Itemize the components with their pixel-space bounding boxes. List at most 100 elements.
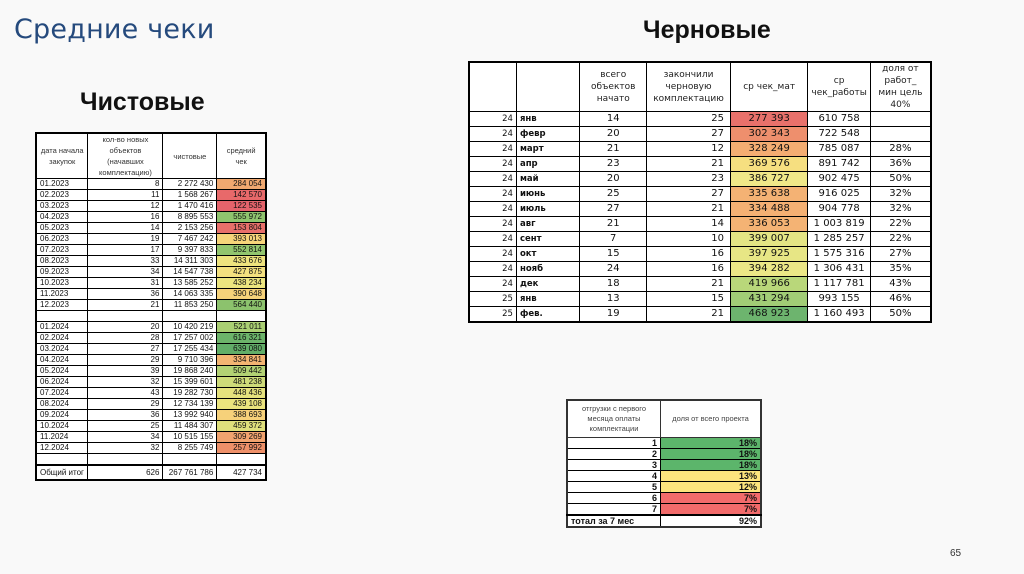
avg-work-cell: 610 758 <box>807 111 871 127</box>
date-cell: 11.2023 <box>35 288 89 300</box>
month-cell: февр <box>515 126 581 142</box>
table-row: 07.2023 17 9 397 833 552 814 <box>35 244 267 256</box>
started-cell: 21 <box>579 216 648 232</box>
table-row: 24 апр 23 21 369 576 891 742 36% <box>468 156 932 172</box>
year-cell: 25 <box>468 306 517 323</box>
date-cell <box>35 310 89 322</box>
started-cell: 23 <box>579 156 648 172</box>
table-row: 24 июль 27 21 334 488 904 778 32% <box>468 201 932 217</box>
started-cell: 14 <box>579 111 648 127</box>
table-row: 04.2024 29 9 710 396 334 841 <box>35 354 267 366</box>
total-cell: 15 399 601 <box>162 376 218 388</box>
table-row: 01.2023 8 2 272 430 284 054 <box>35 178 267 190</box>
clean-avg-check-table: дата начала закупок кол-во новых объекто… <box>35 132 267 481</box>
table-header-row: дата начала закупок кол-во новых объекто… <box>35 132 267 179</box>
year-cell: 24 <box>468 111 517 127</box>
avg-check-cell: 521 011 <box>216 321 267 333</box>
month-cell: июнь <box>515 186 581 202</box>
table-row: 3 18% <box>566 459 762 471</box>
avg-work-cell: 785 087 <box>807 141 871 157</box>
year-cell: 24 <box>468 186 517 202</box>
share-cell: 18% <box>659 459 762 471</box>
date-cell: 09.2023 <box>35 266 89 278</box>
table-row: 25 фев. 19 21 468 923 1 160 493 50% <box>468 306 932 323</box>
finished-cell: 21 <box>646 201 731 217</box>
avg-material-cell: 277 393 <box>729 111 809 127</box>
avg-material-cell: 419 966 <box>729 276 809 292</box>
table-header-row: всего объектов начато закончили черновую… <box>468 61 932 112</box>
count-cell: 39 <box>87 365 164 377</box>
avg-material-cell: 394 282 <box>729 261 809 277</box>
total-cell: 13 992 940 <box>162 409 218 421</box>
total-count: 626 <box>87 464 164 481</box>
started-cell: 18 <box>579 276 648 292</box>
avg-check-cell: 616 321 <box>216 332 267 344</box>
month-index-cell: 5 <box>566 481 661 493</box>
date-cell: 08.2024 <box>35 398 89 410</box>
count-cell: 32 <box>87 376 164 388</box>
total-row: Общий итог 626 267 761 786 427 734 <box>35 464 267 481</box>
count-cell: 36 <box>87 288 164 300</box>
month-cell: янв <box>515 291 581 307</box>
started-cell: 21 <box>579 141 648 157</box>
avg-check-cell: 390 648 <box>216 288 267 300</box>
table-row: 06.2023 19 7 467 242 393 013 <box>35 233 267 245</box>
avg-work-cell: 904 778 <box>807 201 871 217</box>
table-row: 12.2023 21 11 853 250 564 440 <box>35 299 267 311</box>
avg-check-cell: 388 693 <box>216 409 267 421</box>
date-cell: 06.2023 <box>35 233 89 245</box>
avg-check-cell <box>216 310 267 322</box>
started-cell: 24 <box>579 261 648 277</box>
year-cell: 25 <box>468 291 517 307</box>
avg-material-cell: 369 576 <box>729 156 809 172</box>
avg-work-cell: 1 160 493 <box>807 306 871 323</box>
date-cell: 04.2024 <box>35 354 89 366</box>
date-cell: 07.2024 <box>35 387 89 399</box>
count-cell: 11 <box>87 189 164 201</box>
table-row: 24 март 21 12 328 249 785 087 28% <box>468 141 932 157</box>
finished-cell: 15 <box>646 291 731 307</box>
total-cell <box>162 310 218 322</box>
share-cell <box>869 111 932 127</box>
table-row: 12.2024 32 8 255 749 257 992 <box>35 442 267 454</box>
count-cell: 28 <box>87 332 164 344</box>
share-cell: 43% <box>869 276 932 292</box>
avg-work-cell: 1 003 819 <box>807 216 871 232</box>
table-row: 24 февр 20 27 302 343 722 548 <box>468 126 932 142</box>
total-cell: 17 255 434 <box>162 343 218 355</box>
table-row: 5 12% <box>566 481 762 493</box>
total-cell: 19 868 240 <box>162 365 218 377</box>
avg-work-cell: 1 285 257 <box>807 231 871 247</box>
finished-cell: 27 <box>646 126 731 142</box>
month-cell: авг <box>515 216 581 232</box>
avg-material-cell: 431 294 <box>729 291 809 307</box>
date-cell: 04.2023 <box>35 211 89 223</box>
column-header: ср чек_работы <box>807 61 871 112</box>
count-cell: 36 <box>87 409 164 421</box>
avg-work-cell: 916 025 <box>807 186 871 202</box>
finished-cell: 27 <box>646 186 731 202</box>
month-cell: нояб <box>515 261 581 277</box>
date-cell: 10.2024 <box>35 420 89 432</box>
count-cell: 31 <box>87 277 164 289</box>
finished-cell: 25 <box>646 111 731 127</box>
avg-check-cell: 393 013 <box>216 233 267 245</box>
table-row: 05.2024 39 19 868 240 509 442 <box>35 365 267 377</box>
total-sum: 267 761 786 <box>162 464 218 481</box>
finished-cell: 23 <box>646 171 731 187</box>
table-row: 25 янв 13 15 431 294 993 155 46% <box>468 291 932 307</box>
avg-work-cell: 902 475 <box>807 171 871 187</box>
avg-check-cell: 433 676 <box>216 255 267 267</box>
started-cell: 20 <box>579 126 648 142</box>
avg-check-cell: 284 054 <box>216 178 267 190</box>
count-cell: 29 <box>87 398 164 410</box>
date-cell: 12.2023 <box>35 299 89 311</box>
avg-work-cell: 1 575 316 <box>807 246 871 262</box>
total-cell: 14 547 738 <box>162 266 218 278</box>
avg-material-cell: 399 007 <box>729 231 809 247</box>
share-cell: 32% <box>869 186 932 202</box>
share-cell: 28% <box>869 141 932 157</box>
count-cell: 25 <box>87 420 164 432</box>
share-cell: 18% <box>659 437 762 449</box>
share-cell: 13% <box>659 470 762 482</box>
